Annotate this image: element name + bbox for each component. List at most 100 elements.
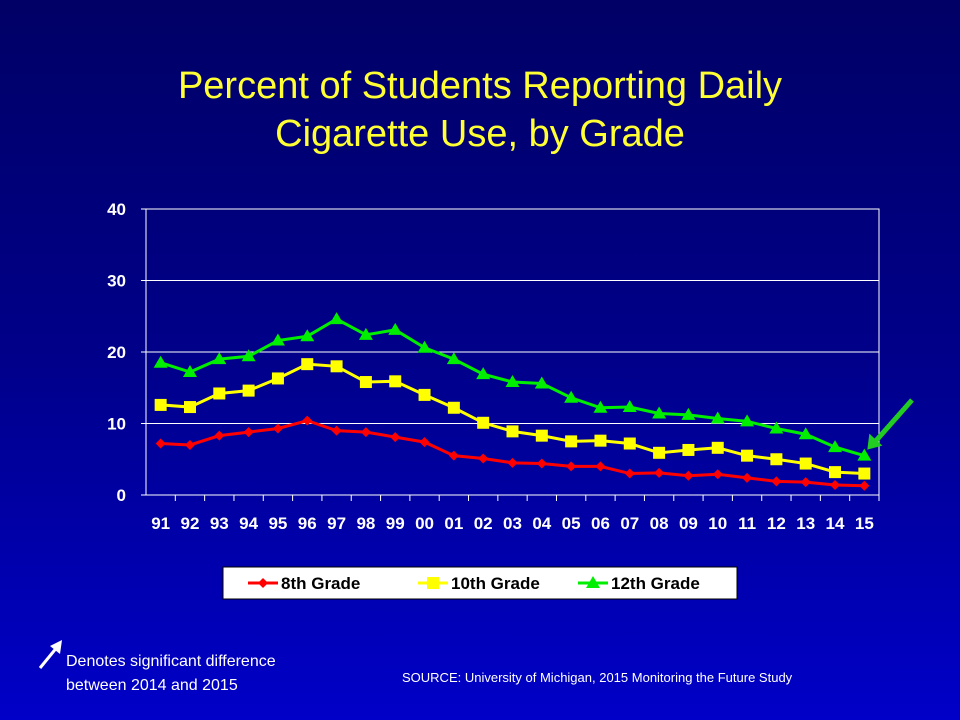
data-point bbox=[331, 425, 342, 436]
data-point bbox=[565, 435, 578, 448]
footnote-line-2: between 2014 and 2015 bbox=[66, 677, 238, 694]
data-point bbox=[710, 411, 725, 424]
data-point bbox=[301, 358, 314, 371]
data-point bbox=[329, 312, 344, 325]
data-point bbox=[622, 400, 637, 413]
data-point bbox=[683, 470, 694, 481]
data-point bbox=[153, 355, 168, 368]
data-point bbox=[798, 427, 813, 440]
legend-label: 10th Grade bbox=[451, 574, 540, 593]
data-point bbox=[182, 365, 197, 378]
x-tick-label: 94 bbox=[239, 514, 258, 533]
legend-box bbox=[222, 566, 738, 600]
data-point bbox=[389, 375, 402, 388]
y-tick-label: 20 bbox=[107, 343, 126, 362]
data-point bbox=[183, 401, 196, 414]
data-point bbox=[417, 340, 432, 353]
data-point bbox=[652, 406, 667, 419]
footnote-line-1: Denotes significant difference bbox=[66, 653, 276, 670]
data-point bbox=[830, 479, 841, 490]
x-tick-label: 03 bbox=[503, 514, 522, 533]
data-point bbox=[270, 333, 285, 346]
data-point bbox=[388, 322, 403, 335]
series-8th-grade bbox=[155, 415, 870, 491]
data-point bbox=[857, 448, 872, 461]
data-point bbox=[446, 352, 461, 365]
data-point bbox=[681, 407, 696, 420]
data-point bbox=[859, 480, 870, 491]
data-point bbox=[653, 446, 666, 459]
x-tick-label: 15 bbox=[855, 514, 874, 533]
y-tick-label: 10 bbox=[107, 415, 126, 434]
data-point bbox=[799, 457, 812, 470]
x-tick-label: 00 bbox=[415, 514, 434, 533]
legend-item: 12th Grade bbox=[578, 574, 700, 593]
data-point bbox=[477, 416, 490, 429]
data-point bbox=[711, 441, 724, 454]
x-tick-label: 12 bbox=[767, 514, 786, 533]
data-point bbox=[448, 450, 459, 461]
data-point bbox=[769, 421, 784, 434]
legend-marker bbox=[586, 576, 600, 588]
x-tick-label: 08 bbox=[650, 514, 669, 533]
x-tick-label: 11 bbox=[738, 514, 756, 533]
data-point bbox=[623, 437, 636, 450]
x-tick-label: 96 bbox=[298, 514, 317, 533]
data-point bbox=[447, 401, 460, 414]
data-point bbox=[800, 477, 811, 488]
x-tick-label: 98 bbox=[356, 514, 375, 533]
data-point bbox=[184, 439, 195, 450]
y-tick-label: 0 bbox=[117, 486, 126, 505]
data-point bbox=[712, 469, 723, 480]
data-point bbox=[534, 376, 549, 389]
significance-arrow bbox=[871, 398, 914, 446]
data-point bbox=[241, 349, 256, 362]
x-tick-label: 02 bbox=[474, 514, 493, 533]
data-point bbox=[359, 376, 372, 389]
x-tick-label: 99 bbox=[386, 514, 405, 533]
series-10th-grade bbox=[154, 358, 871, 480]
data-point bbox=[243, 427, 254, 438]
data-point bbox=[594, 434, 607, 447]
x-tick-label: 97 bbox=[327, 514, 346, 533]
legend-marker bbox=[427, 577, 439, 589]
x-tick-label: 95 bbox=[268, 514, 287, 533]
data-point bbox=[360, 427, 371, 438]
legend: 8th Grade 10th Grade 12th Grade bbox=[222, 566, 738, 600]
title-line-2: Cigarette Use, by Grade bbox=[275, 113, 685, 155]
data-point bbox=[390, 432, 401, 443]
data-point bbox=[505, 375, 520, 388]
data-point bbox=[566, 461, 577, 472]
legend-label: 12th Grade bbox=[611, 574, 700, 593]
x-tick-label: 06 bbox=[591, 514, 610, 533]
data-point bbox=[858, 467, 871, 480]
data-point bbox=[771, 476, 782, 487]
chart-title: Percent of Students Reporting Daily Ciga… bbox=[0, 62, 960, 158]
source-note: SOURCE: University of Michigan, 2015 Mon… bbox=[402, 670, 793, 685]
data-point bbox=[536, 458, 547, 469]
data-point bbox=[535, 429, 548, 442]
data-point bbox=[506, 425, 519, 438]
y-tick-label: 30 bbox=[107, 272, 126, 291]
data-point bbox=[740, 414, 755, 427]
data-point bbox=[300, 329, 315, 342]
series-12th-grade bbox=[153, 312, 872, 461]
data-point bbox=[624, 468, 635, 479]
data-point bbox=[271, 372, 284, 385]
significance-arrowhead bbox=[867, 433, 883, 450]
x-tick-label: 07 bbox=[620, 514, 639, 533]
data-point bbox=[829, 466, 842, 479]
x-tick-label: 93 bbox=[210, 514, 229, 533]
data-point bbox=[654, 467, 665, 478]
x-tick-label: 10 bbox=[708, 514, 727, 533]
x-tick-label: 05 bbox=[562, 514, 581, 533]
data-point bbox=[682, 443, 695, 456]
data-point bbox=[595, 461, 606, 472]
title-line-1: Percent of Students Reporting Daily bbox=[177, 65, 783, 107]
data-point bbox=[742, 472, 753, 483]
significance-arrowhead-icon bbox=[50, 640, 62, 654]
x-tick-label: 13 bbox=[796, 514, 815, 533]
x-tick-label: 14 bbox=[826, 514, 845, 533]
legend-label: 8th Grade bbox=[281, 574, 360, 593]
